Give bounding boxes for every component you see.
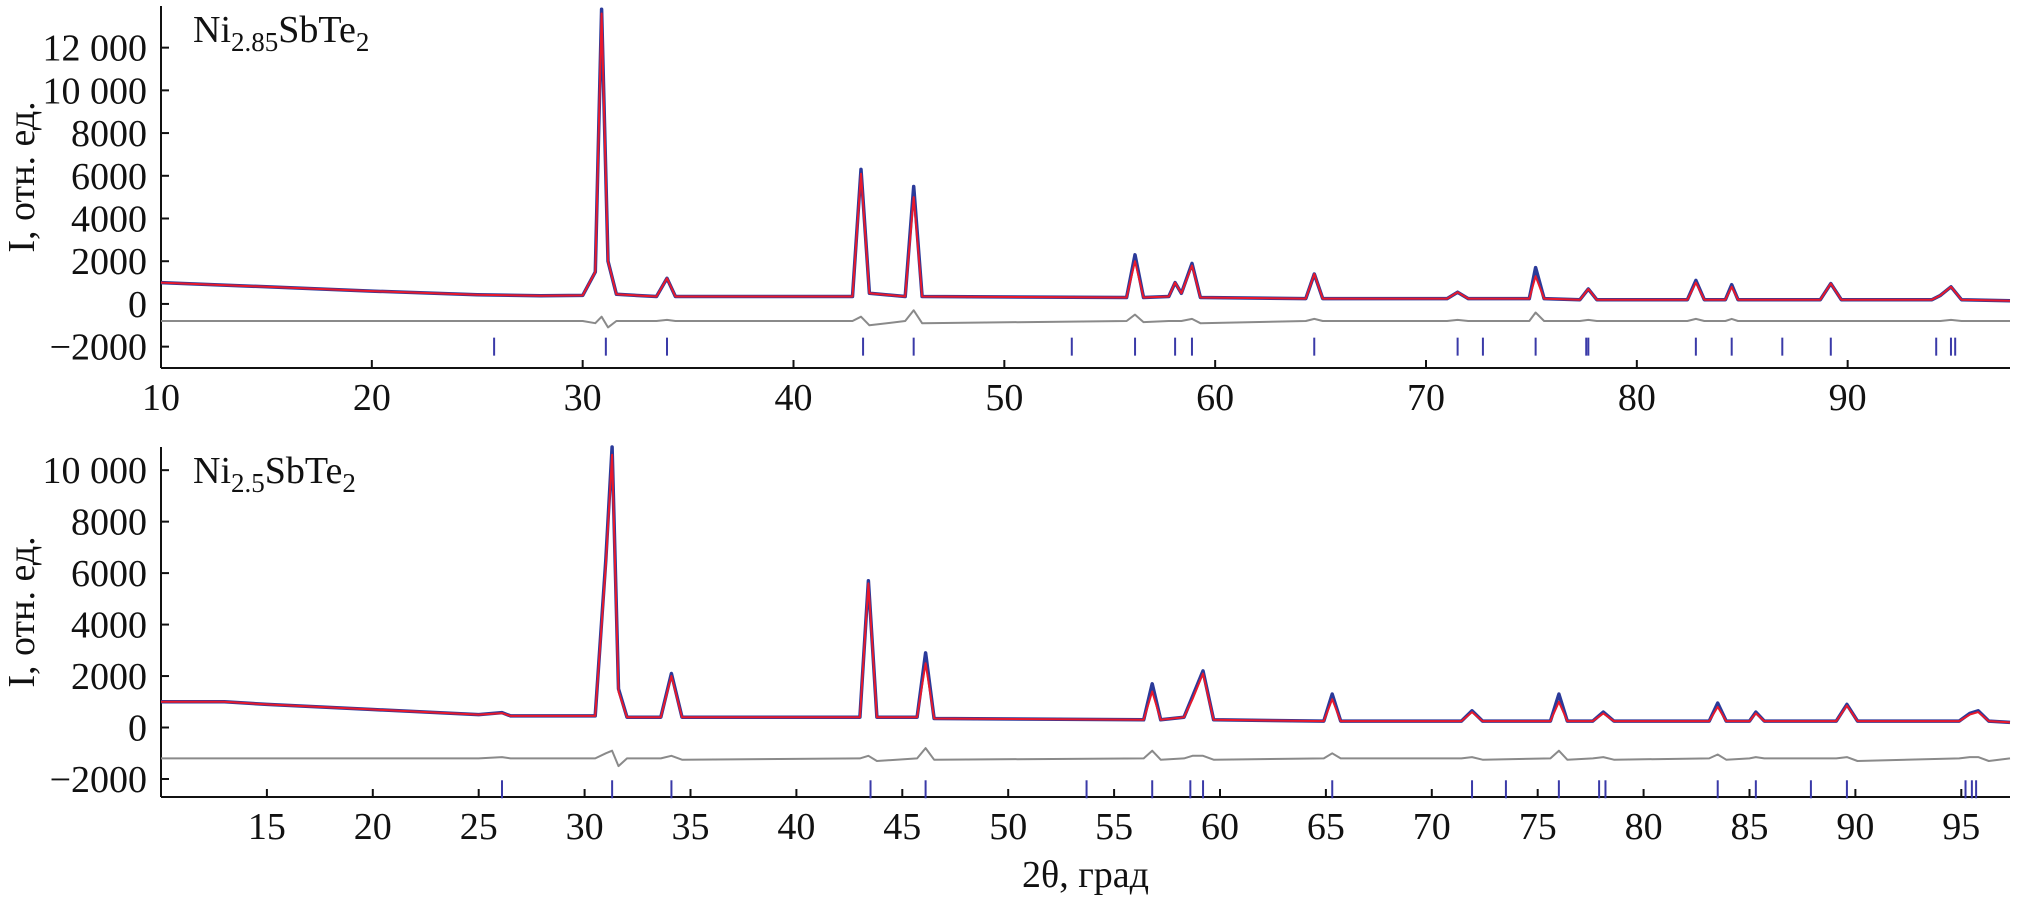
x-tick-label: 50: [985, 377, 1023, 419]
x-tick-label: 20: [354, 806, 392, 848]
x-tick-label: 70: [1407, 377, 1445, 419]
x-tick-label: 50: [989, 806, 1027, 848]
y-tick-label: 8000: [71, 113, 147, 155]
formula: Ni2.5SbTe2: [193, 450, 356, 498]
y-tick-label: 6000: [71, 156, 147, 198]
y-tick-label: 2000: [71, 656, 147, 698]
x-tick-label: 85: [1730, 806, 1768, 848]
y-tick-label: 4000: [71, 605, 147, 647]
x-tick-label: 95: [1942, 806, 1980, 848]
formula-part: 2: [342, 468, 356, 498]
x-axis-label: 2θ, град: [1022, 854, 1149, 896]
x-tick-label: 40: [774, 377, 812, 419]
y-tick-label: 12 000: [43, 28, 148, 70]
y-tick-label: 8000: [71, 502, 147, 544]
profile-line: [161, 747, 2011, 768]
x-tick-label: 20: [353, 377, 391, 419]
x-tick-label: 90: [1829, 377, 1867, 419]
x-tick-label: 70: [1413, 806, 1451, 848]
y-axis-label: I, отн. ед.: [1, 536, 43, 687]
formula-part: 2.85: [231, 27, 278, 57]
x-tick-label: 25: [460, 806, 498, 848]
profile-line: [160, 12, 2011, 302]
x-tick-label: 30: [564, 377, 602, 419]
x-tick-label: 55: [1095, 806, 1133, 848]
x-tick-label: 40: [777, 806, 815, 848]
profile-line: [161, 445, 2011, 725]
x-tick-label: 80: [1618, 377, 1656, 419]
x-tick-label: 90: [1836, 806, 1874, 848]
formula-part: Ni: [193, 9, 231, 51]
y-tick-label: 2000: [71, 241, 147, 283]
x-tick-label: 80: [1625, 806, 1663, 848]
y-tick-label: −2000: [50, 327, 147, 369]
y-tick-label: −2000: [50, 759, 147, 801]
y-tick-label: 4000: [71, 199, 147, 241]
x-tick-label: 35: [671, 806, 709, 848]
formula-part: 2.5: [231, 468, 265, 498]
y-tick-label: 0: [128, 284, 147, 326]
profile-line: [161, 453, 2011, 724]
profile-line: [161, 309, 2010, 329]
formula-part: SbTe: [278, 9, 356, 51]
x-tick-label: 65: [1307, 806, 1345, 848]
y-tick-label: 0: [128, 708, 147, 750]
formula: Ni2.85SbTe2: [193, 9, 369, 57]
x-tick-label: 45: [883, 806, 921, 848]
x-tick-label: 75: [1519, 806, 1557, 848]
x-tick-label: 15: [248, 806, 286, 848]
x-tick-label: 10: [142, 377, 180, 419]
formula-part: Ni: [193, 450, 231, 492]
formula-part: 2: [356, 27, 370, 57]
x-tick-label: 60: [1196, 377, 1234, 419]
y-tick-label: 6000: [71, 553, 147, 595]
y-tick-label: 10 000: [43, 450, 148, 492]
profile-line: [160, 7, 2011, 303]
x-tick-label: 60: [1201, 806, 1239, 848]
formula-part: SbTe: [265, 450, 343, 492]
y-axis-label: I, отн. ед.: [1, 101, 43, 252]
y-tick-label: 10 000: [43, 70, 148, 112]
x-tick-label: 30: [566, 806, 604, 848]
